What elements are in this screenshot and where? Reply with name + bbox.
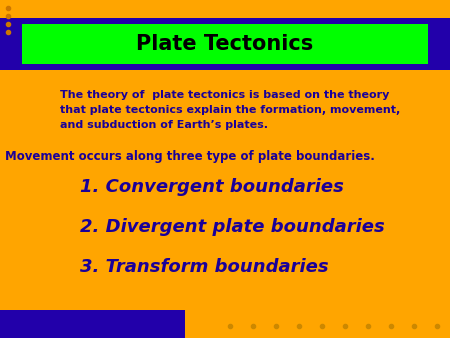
Text: The theory of  plate tectonics is based on the theory
that plate tectonics expla: The theory of plate tectonics is based o… [60, 90, 400, 129]
Text: 1. Convergent boundaries: 1. Convergent boundaries [80, 178, 344, 196]
Bar [22, 24, 428, 64]
Bar [0, 18, 450, 70]
Text: 2. Divergent plate boundaries: 2. Divergent plate boundaries [80, 218, 385, 236]
Bar [0, 310, 185, 338]
Text: Movement occurs along three type of plate boundaries.: Movement occurs along three type of plat… [5, 150, 375, 163]
Text: 3. Transform boundaries: 3. Transform boundaries [80, 258, 328, 276]
Text: Plate Tectonics: Plate Tectonics [136, 34, 314, 54]
